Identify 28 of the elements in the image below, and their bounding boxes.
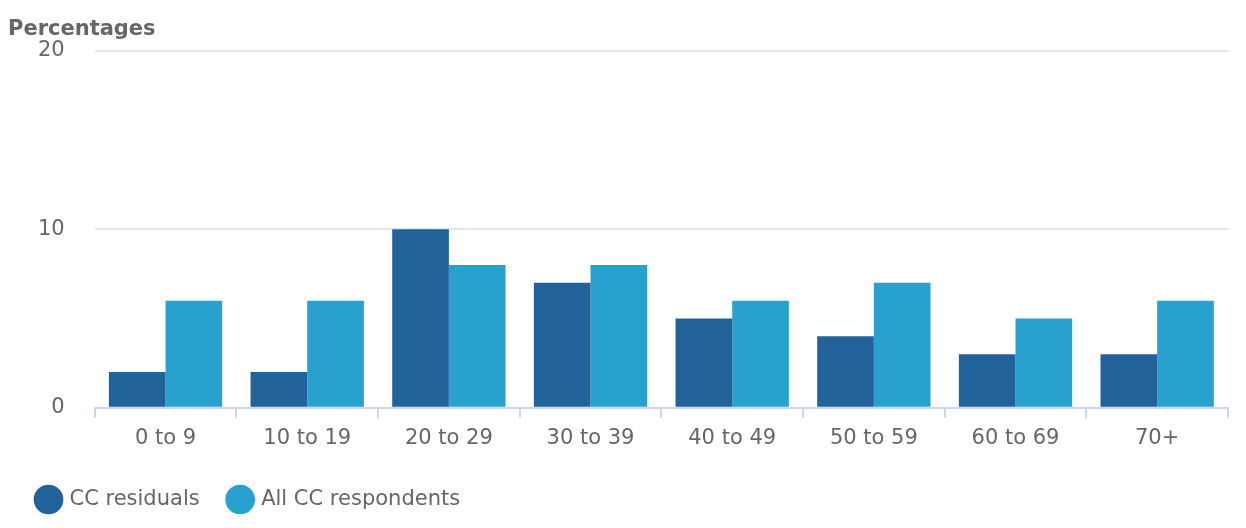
bar (108, 372, 166, 407)
bar (675, 318, 733, 407)
bar (958, 354, 1016, 407)
x-tick-label: 30 to 39 (546, 424, 635, 449)
bar (1015, 318, 1073, 407)
x-tick-label: 0 to 9 (134, 424, 197, 449)
bar (165, 300, 223, 407)
bar (307, 300, 364, 407)
bar (1100, 354, 1158, 407)
bar (732, 300, 789, 407)
bar (392, 229, 449, 407)
x-tick-label: 50 to 59 (829, 424, 918, 449)
bar (590, 264, 648, 407)
bar (533, 282, 591, 407)
bar (1157, 300, 1214, 407)
legend-label: All CC respondents (261, 485, 461, 510)
x-tick-label: 10 to 19 (263, 424, 352, 449)
y-tick-label: 0 (51, 394, 65, 419)
x-tick-label: 20 to 29 (404, 424, 493, 449)
y-tick-label: 10 (37, 215, 65, 240)
x-tick-label: 40 to 49 (688, 424, 777, 449)
legend-label: CC residuals (69, 485, 200, 510)
bar (250, 372, 308, 407)
x-tick-label: 70+ (1135, 424, 1180, 449)
x-tick-label: 60 to 69 (971, 424, 1060, 449)
bar (448, 264, 506, 407)
bar (817, 336, 874, 407)
bar (873, 282, 931, 407)
